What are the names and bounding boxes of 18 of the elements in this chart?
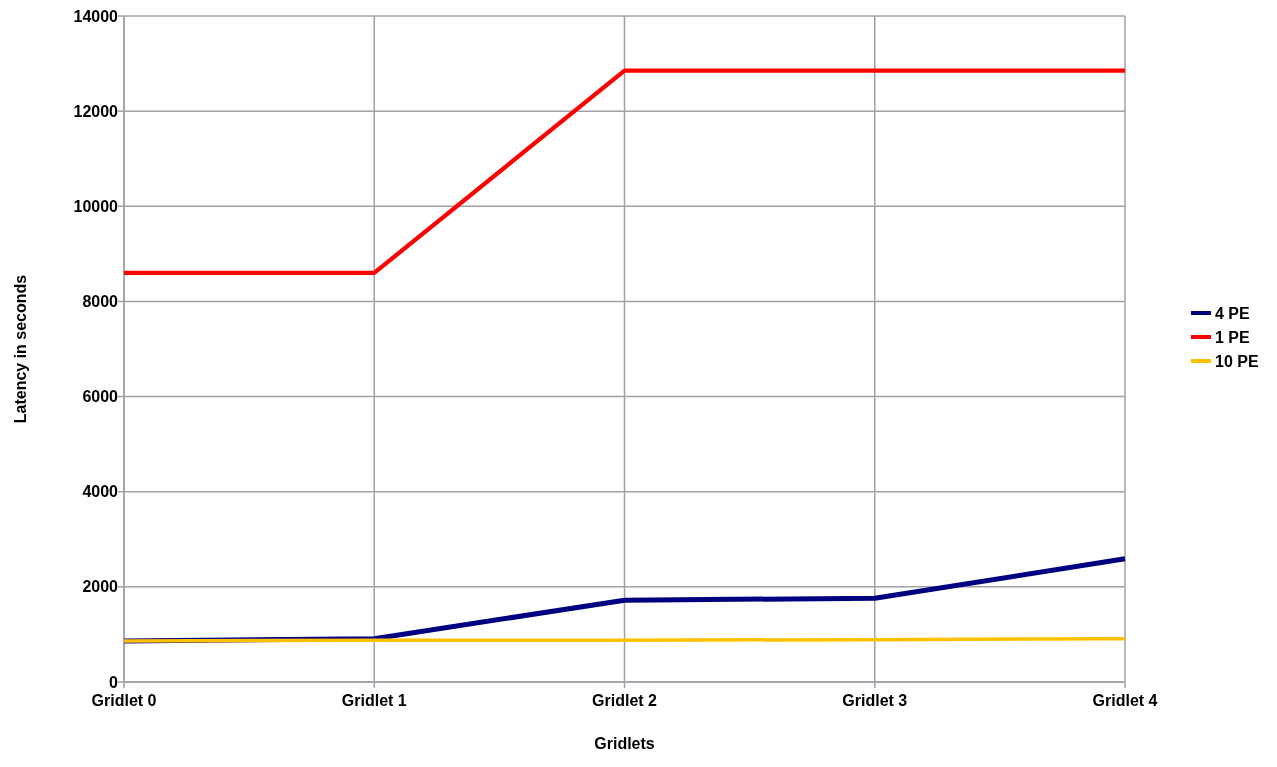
y-tick-label: 6000: [82, 388, 119, 406]
x-tick-label: Gridlet 2: [592, 692, 658, 709]
legend-label: 1 PE: [1215, 328, 1251, 346]
x-axis-title: Gridlets: [594, 735, 655, 752]
legend-label: 10 PE: [1215, 352, 1259, 370]
x-tick-label: Gridlet 3: [842, 692, 908, 709]
x-tick-label: Gridlet 0: [91, 692, 157, 709]
x-tick-label: Gridlet 4: [1092, 692, 1158, 709]
x-tick-label: Gridlet 1: [341, 692, 407, 709]
y-tick-label: 4000: [82, 483, 119, 501]
y-axis-title: Latency in seconds: [12, 274, 29, 424]
y-tick-label: 2000: [82, 578, 119, 596]
y-tick-label: 8000: [82, 293, 119, 311]
y-tick-label: 14000: [73, 7, 119, 25]
y-tick-label: 12000: [73, 102, 119, 120]
legend-label: 4 PE: [1215, 304, 1251, 322]
y-tick-label: 0: [109, 673, 119, 691]
y-tick-label: 10000: [73, 197, 119, 215]
